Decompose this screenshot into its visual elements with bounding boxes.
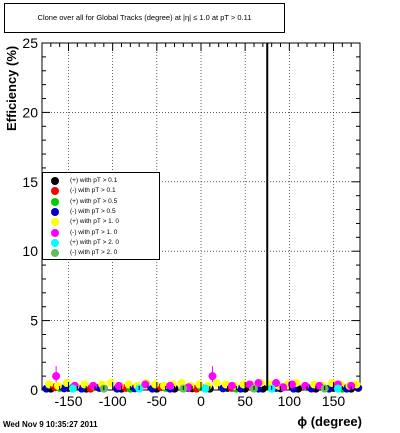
y-tick-label: 15	[22, 174, 38, 190]
data-point	[212, 379, 221, 388]
timestamp: Wed Nov 9 10:35:27 2011	[3, 420, 98, 429]
y-tick-label: 25	[22, 35, 38, 51]
y-tick-label: 5	[30, 313, 38, 329]
data-point	[347, 381, 356, 390]
legend-marker	[51, 238, 59, 247]
x-tick-label: -100	[99, 393, 127, 409]
x-axis-label: ϕ (degree)	[297, 414, 362, 429]
data-point	[301, 381, 310, 390]
data-point	[89, 381, 98, 390]
data-point	[53, 381, 62, 390]
data-point	[166, 381, 175, 390]
x-tick-label: 150	[322, 393, 346, 409]
legend-label: (+) with pT > 2. 0	[70, 238, 120, 246]
data-point	[272, 379, 281, 388]
data-point	[106, 379, 115, 388]
chart-title: Clone over all for Global Tracks (degree…	[37, 13, 252, 22]
data-point	[279, 383, 288, 392]
legend-label: (-) with pT > 2. 0	[70, 249, 118, 257]
data-point	[52, 372, 61, 381]
data-point	[45, 380, 54, 389]
legend-label: (-) with pT > 0.1	[70, 187, 116, 195]
y-tick-label: 10	[22, 243, 38, 259]
data-point	[151, 380, 160, 389]
title-box: Clone over all for Global Tracks (degree…	[4, 3, 285, 33]
legend-marker	[51, 177, 59, 185]
data-point	[68, 384, 77, 393]
data-point	[141, 380, 150, 389]
y-tick-label: 20	[22, 104, 38, 120]
data-point	[254, 379, 263, 388]
data-point	[201, 384, 210, 393]
series-6	[68, 384, 342, 393]
data-point	[208, 372, 217, 381]
legend-label: (+) with pT > 1. 0	[70, 218, 120, 226]
x-tick-label: -150	[54, 393, 82, 409]
legend-marker	[51, 228, 59, 237]
legend-marker	[51, 187, 59, 196]
legend: (+) with pT > 0.1 (-) with pT > 0.1 (+) wi…	[42, 172, 160, 260]
data-point	[333, 384, 342, 393]
data-point	[114, 381, 123, 390]
x-tick-label: -50	[147, 393, 167, 409]
legend-label: (+) with pT > 0.1	[70, 177, 118, 184]
x-tick-label: 0	[197, 393, 205, 409]
legend-label: (+) with pT > 0.5	[70, 197, 118, 205]
legend-label: (-) with pT > 0.5	[70, 207, 116, 215]
legend-label: (-) with pT > 1. 0	[70, 228, 118, 236]
x-tick-label: 50	[237, 393, 253, 409]
series-5	[52, 366, 356, 392]
x-tick-label: 100	[278, 393, 302, 409]
legend-marker	[51, 197, 59, 206]
data-point	[227, 381, 236, 390]
data-point	[80, 380, 89, 389]
y-axis-label: Efficiency (%)	[4, 45, 19, 131]
legend-marker	[51, 249, 59, 258]
legend-marker	[51, 207, 59, 216]
data-point	[287, 380, 296, 389]
legend-marker	[51, 218, 59, 227]
y-tick-label: 0	[30, 382, 38, 398]
data-point	[62, 379, 71, 388]
data-point	[124, 380, 133, 389]
axis-layer: 0 5 10 15 20 25 -150 -100 -50 0 50 100 150	[22, 35, 360, 409]
